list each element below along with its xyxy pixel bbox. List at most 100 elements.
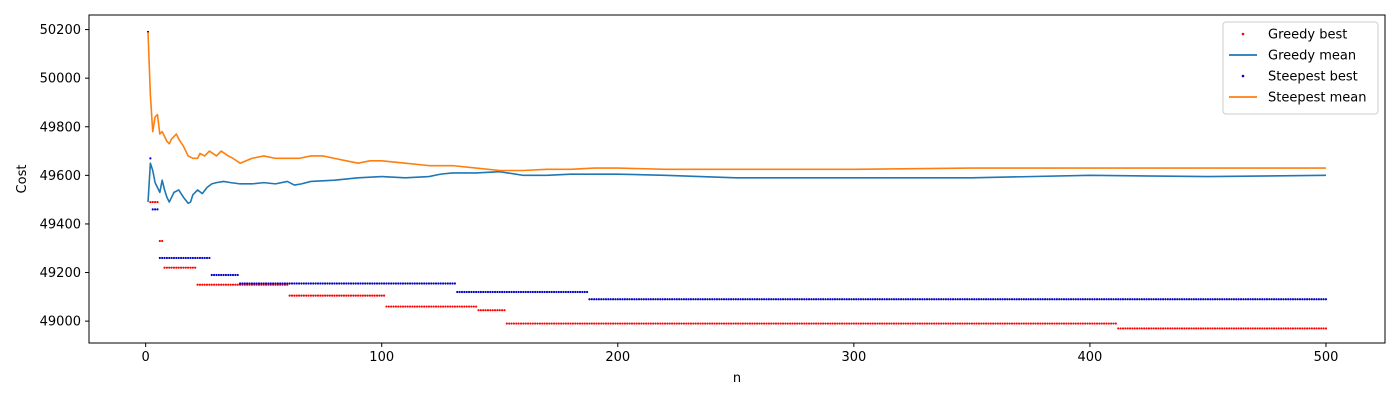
greedy-best-point [359,294,362,297]
steepest-best-point [1202,298,1205,301]
greedy-best-point [1213,327,1217,330]
steepest-best-point [456,290,459,294]
greedy-best-point [1079,322,1082,325]
steepest-best-point [909,298,912,301]
greedy-best-point [522,322,525,325]
steepest-best-point [505,290,508,294]
steepest-best-point [1197,298,1200,301]
steepest-best-point [1150,298,1153,301]
greedy-best-point [737,322,740,325]
steepest-best-point [401,282,405,285]
greedy-best-point [973,322,976,325]
steepest-best-point [1310,298,1313,301]
steepest-best-point [1046,298,1049,301]
steepest-best-point [935,298,938,301]
steepest-best-point [272,282,275,285]
greedy-best-point [161,239,164,243]
greedy-best-point [611,322,615,325]
greedy-best-point [578,322,582,325]
greedy-best-point [1098,322,1101,325]
greedy-best-point [387,305,390,308]
steepest-best-point [614,298,617,301]
steepest-best-point [399,282,402,285]
greedy-best-point [349,294,353,297]
steepest-best-point [923,298,926,301]
steepest-best-point [817,298,820,301]
greedy-best-point [595,322,598,325]
greedy-best-point [368,294,372,297]
greedy-best-point [659,322,662,325]
steepest-best-point [826,298,829,301]
greedy-best-point [165,266,168,269]
greedy-best-point [543,322,546,325]
steepest-best-point [999,298,1002,301]
greedy-best-point [1282,327,1285,330]
steepest-best-point [895,298,898,301]
steepest-best-point [951,298,955,301]
greedy-best-point [323,294,327,297]
greedy-best-point [652,322,655,325]
steepest-best-point [1180,298,1184,301]
steepest-best-point [758,298,761,301]
greedy-best-point [538,322,541,325]
steepest-best-point [1228,298,1231,301]
steepest-best-point [1258,298,1261,301]
greedy-best-point [354,294,357,297]
steepest-best-point [420,282,423,285]
y-tick-label: 49400 [40,217,81,232]
steepest-best-point [907,298,910,301]
greedy-best-point [798,322,801,325]
greedy-best-point [298,294,301,297]
steepest-best-point [1256,298,1259,301]
greedy-best-point [517,322,520,325]
steepest-best-point [947,298,950,301]
steepest-best-point [696,298,700,301]
steepest-best-point [1107,298,1110,301]
greedy-best-point [399,305,402,308]
greedy-best-point [456,305,459,308]
steepest-best-point [1298,298,1302,301]
steepest-best-point [640,298,643,301]
steepest-best-point [885,298,889,301]
greedy-best-point [1180,327,1184,330]
greedy-best-point [470,305,473,308]
greedy-best-point [569,322,572,325]
greedy-best-point [727,322,730,325]
steepest-best-point [321,282,324,285]
greedy-best-point [600,322,603,325]
greedy-best-point [1128,327,1132,330]
steepest-best-point [753,298,756,301]
steepest-best-point [1176,298,1179,301]
greedy-best-point [694,322,697,325]
greedy-best-point [1195,327,1198,330]
greedy-best-point [614,322,617,325]
greedy-best-point [302,294,305,297]
steepest-best-point [217,273,220,277]
steepest-best-point [822,298,825,301]
greedy-best-point [1256,327,1259,330]
greedy-best-point [1152,327,1155,330]
steepest-best-point [897,298,900,301]
greedy-best-point [432,305,435,308]
steepest-best-point [335,282,338,285]
greedy-best-point [734,322,737,325]
greedy-best-point [859,322,863,325]
greedy-best-point [519,322,523,325]
x-tick-label: 100 [369,350,394,365]
steepest-best-point [642,298,645,301]
steepest-best-point [1275,298,1278,301]
greedy-best-point [810,322,813,325]
steepest-best-point [302,282,305,285]
greedy-best-point [1032,322,1035,325]
steepest-best-point [1315,298,1318,301]
greedy-best-point [661,322,664,325]
greedy-best-point [1072,322,1075,325]
steepest-best-point [916,298,919,301]
greedy-best-point [1093,322,1096,325]
steepest-best-point [1183,298,1186,301]
greedy-best-point [805,322,808,325]
greedy-best-point [925,322,929,325]
steepest-best-point [241,282,244,285]
steepest-best-point [375,282,379,285]
steepest-best-point [992,298,995,301]
